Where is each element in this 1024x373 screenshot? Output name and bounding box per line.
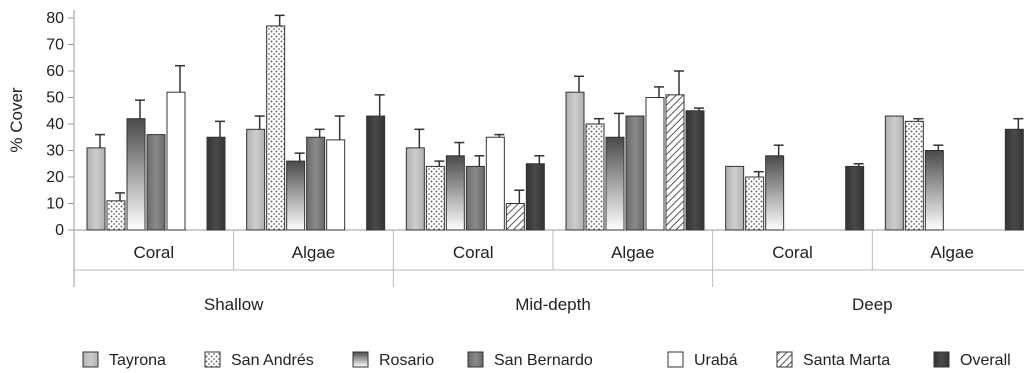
bar-urab-: [326, 139, 346, 231]
bar-tayrona: [405, 147, 425, 231]
y-tick-label: 40: [46, 116, 64, 133]
bar-overall: [685, 110, 705, 231]
legend-swatch: [82, 351, 99, 368]
bar-san-bernardo: [465, 165, 485, 231]
bar-urab-: [485, 136, 505, 231]
bar-san-andr-s: [106, 200, 126, 231]
bar-rosario: [765, 155, 785, 231]
legend-swatch: [933, 351, 950, 368]
depth-label: Deep: [852, 295, 893, 314]
bar-overall: [206, 136, 226, 231]
bar-santa-marta: [665, 94, 685, 231]
bar-tayrona: [86, 147, 106, 231]
legend-label: Overall: [960, 352, 1011, 369]
legend-label: San Bernardo: [494, 352, 593, 369]
y-tick-label: 80: [46, 10, 64, 27]
bar-overall: [525, 163, 545, 231]
bar-san-andr-s: [904, 120, 924, 231]
category-label: Algae: [611, 243, 654, 262]
bar-tayrona: [725, 165, 745, 231]
bar-san-bernardo: [306, 136, 326, 231]
legend-label: Tayrona: [109, 352, 166, 369]
bar-san-bernardo: [625, 115, 645, 231]
bar-overall: [1004, 128, 1024, 231]
bar-rosario: [126, 118, 146, 231]
legend-swatch: [667, 351, 684, 368]
legend-swatch: [204, 351, 221, 368]
y-tick-label: 50: [46, 90, 64, 107]
bar-san-bernardo: [146, 134, 166, 231]
bar-san-andr-s: [266, 25, 286, 231]
depth-label: Mid-depth: [515, 295, 591, 314]
y-tick-label: 30: [46, 143, 64, 160]
bar-san-andr-s: [585, 123, 605, 231]
category-label: Algae: [930, 243, 973, 262]
legend-swatch: [776, 351, 793, 368]
bars: [86, 14, 1024, 231]
bar-tayrona: [246, 128, 266, 231]
bar-santa-marta: [505, 203, 525, 231]
axes: 0 10 20 30 40 50 60 70 80 % Cover: [7, 10, 1024, 287]
legend-label: Rosario: [379, 352, 434, 369]
bar-rosario: [924, 150, 944, 231]
bar-urab-: [166, 91, 186, 231]
bar-san-andr-s: [425, 165, 445, 231]
y-axis-title: % Cover: [7, 87, 26, 153]
y-tick-label: 70: [46, 37, 64, 54]
category-labels: Coral Algae Coral Algae Coral Algae Shallow Mid…: [134, 243, 974, 314]
bar-rosario: [445, 155, 465, 231]
category-label: Coral: [134, 243, 175, 262]
legend-label: Santa Marta: [803, 352, 890, 369]
bar-san-andr-s: [745, 176, 765, 231]
y-tick-label: 20: [46, 169, 64, 186]
category-label: Coral: [772, 243, 813, 262]
bar-tayrona: [884, 115, 904, 231]
legend-swatch: [352, 351, 369, 368]
legend-label: Urabá: [694, 352, 738, 369]
y-tick-label: 0: [55, 222, 64, 239]
bar-rosario: [286, 160, 306, 231]
y-tick-label: 60: [46, 63, 64, 80]
bar-tayrona: [565, 91, 585, 231]
y-tick-label: 10: [46, 196, 64, 213]
bar-overall: [845, 165, 865, 231]
category-label: Algae: [292, 243, 335, 262]
depth-label: Shallow: [204, 295, 264, 314]
bar-rosario: [605, 136, 625, 231]
bar-overall: [366, 115, 386, 231]
legend: Tayrona San Andrés Rosario San Bernardo Urab…: [82, 351, 1011, 369]
legend-swatch: [467, 351, 484, 368]
legend-label: San Andrés: [231, 352, 314, 369]
category-label: Coral: [453, 243, 494, 262]
bar-urab-: [645, 97, 665, 231]
